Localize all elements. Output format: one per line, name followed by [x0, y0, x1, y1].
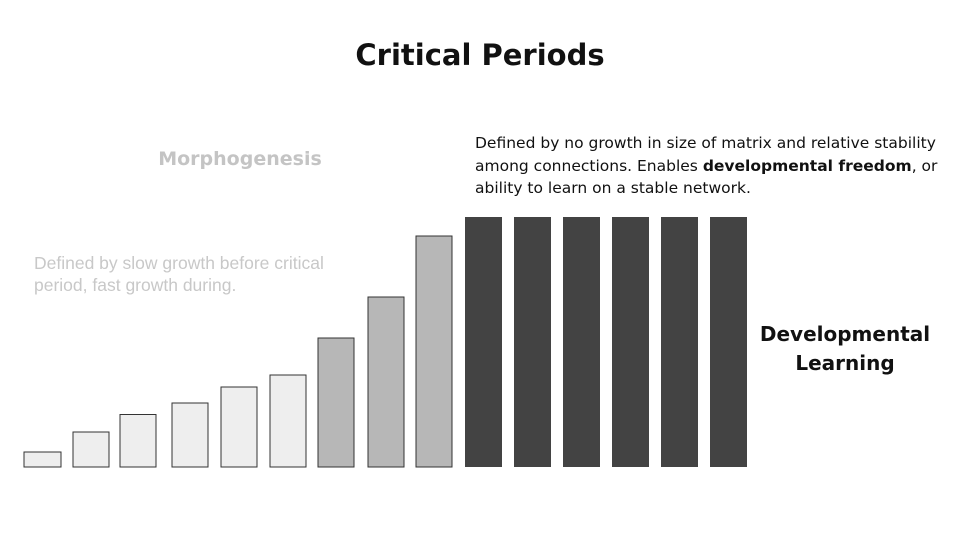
growth-bar-5	[220, 386, 258, 468]
growth-bar-1	[23, 451, 62, 468]
growth-bar-10	[465, 217, 502, 467]
growth-bar-11	[514, 217, 551, 467]
developmental-learning-heading: Developmental Learning	[752, 320, 938, 378]
developmental-learning-heading-line1: Developmental	[759, 322, 931, 346]
developmental-description-start: Defined by no growth in size of matrix a…	[475, 134, 936, 175]
growth-bar-8	[367, 296, 405, 468]
growth-bar-6	[269, 374, 307, 468]
developmental-description-bold: developmental freedom	[702, 156, 912, 175]
growth-bar-3	[119, 414, 157, 468]
morphogenesis-description: Defined by slow growth before critical p…	[34, 253, 324, 295]
growth-bar-15	[710, 217, 747, 467]
growth-bar-12	[563, 217, 600, 467]
growth-bar-14	[661, 217, 698, 467]
growth-bar-13	[612, 217, 649, 467]
growth-bar-9	[415, 235, 453, 468]
growth-bar-2	[72, 431, 110, 468]
developmental-description: Defined by no growth in size of matrix a…	[475, 132, 945, 200]
developmental-description-end: , or ability to learn on a stable networ…	[475, 156, 938, 198]
morphogenesis-heading: Morphogenesis	[158, 148, 322, 170]
page-title: Critical Periods	[355, 38, 605, 72]
growth-bar-7	[317, 337, 355, 468]
growth-bar-4	[171, 402, 209, 468]
developmental-learning-heading-line2: Learning	[795, 351, 895, 375]
